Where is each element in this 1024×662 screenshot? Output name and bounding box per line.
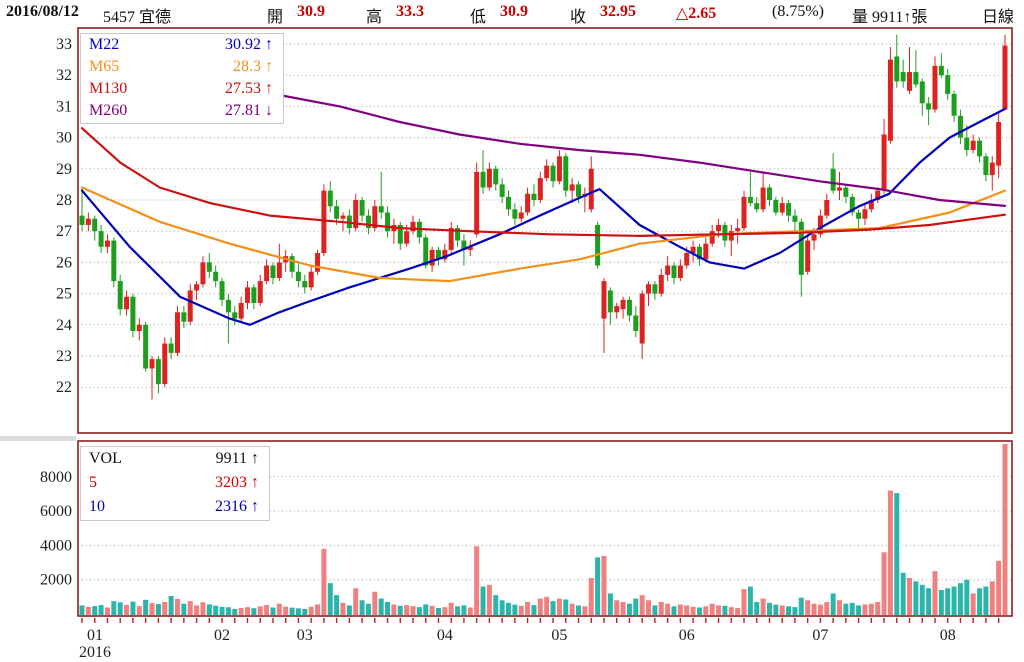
close-label: 收 — [570, 9, 587, 26]
svg-text:06: 06 — [679, 627, 695, 644]
svg-text:23: 23 — [56, 348, 72, 365]
svg-text:25: 25 — [56, 286, 72, 303]
svg-text:29: 29 — [56, 161, 72, 178]
ma65-label: M65 — [89, 58, 120, 75]
ma-line-M260 — [280, 94, 1007, 207]
ma65-value: 28.3 ↑ — [233, 58, 273, 75]
svg-text:2000: 2000 — [40, 572, 72, 589]
ma130-label: M130 — [89, 80, 128, 97]
vol-label: VOL — [89, 450, 122, 467]
low-value: 30.9 — [500, 3, 528, 20]
vol-ma10-label: 10 — [89, 498, 105, 515]
stock-id-name: 5457 宜德 — [103, 9, 172, 26]
svg-text:22: 22 — [56, 379, 72, 396]
svg-text:30: 30 — [56, 130, 72, 147]
svg-text:04: 04 — [437, 627, 453, 644]
quote-header: 2016/08/12 5457 宜德 開 30.9 高 33.3 低 30.9 … — [0, 0, 1024, 26]
year-label: 2016 — [79, 644, 111, 661]
svg-text:26: 26 — [56, 254, 72, 271]
ma-line-M130 — [80, 127, 1007, 237]
ma130-value: 27.53 ↑ — [225, 80, 273, 97]
ma260-value: 27.81 ↓ — [225, 102, 273, 119]
vol-value: 9911 ↑ — [215, 450, 259, 467]
svg-text:07: 07 — [812, 627, 828, 644]
svg-text:8000: 8000 — [40, 469, 72, 486]
ma-legend-row-m130: M130 27.53 ↑ — [81, 78, 283, 100]
vol-ma5-label: 5 — [89, 474, 97, 491]
ma-legend-row-m22: M22 30.92 ↑ — [81, 34, 283, 56]
svg-text:01: 01 — [87, 627, 103, 644]
svg-text:31: 31 — [56, 98, 72, 115]
svg-text:03: 03 — [297, 627, 313, 644]
ma260-label: M260 — [89, 102, 128, 119]
volume-axis-labels: 8000 6000 4000 2000 — [40, 469, 72, 589]
low-label: 低 — [470, 9, 487, 26]
quote-date: 2016/08/12 — [6, 3, 79, 20]
svg-text:28: 28 — [56, 192, 72, 209]
ma-legend-row-m260: M260 27.81 ↓ — [81, 100, 283, 122]
change-percent: (8.75%) — [772, 3, 824, 20]
price-pane-border — [77, 27, 1013, 434]
volume-bars — [79, 444, 1008, 615]
volume-readout: 量 9911↑張 — [852, 9, 928, 26]
svg-text:33: 33 — [56, 36, 72, 53]
vol-legend-row-ma5: 5 3203 ↑ — [81, 471, 269, 495]
vol-legend-row-ma10: 10 2316 ↑ — [81, 495, 269, 519]
volume-legend-box: VOL 9911 ↑ 5 3203 ↑ 10 2316 ↑ — [80, 446, 270, 521]
price-axis-labels: 33 32 31 30 29 28 27 26 25 24 23 22 — [56, 36, 72, 396]
open-label: 開 — [267, 9, 284, 26]
svg-text:02: 02 — [214, 627, 230, 644]
volume-pane-border — [77, 440, 1013, 617]
svg-text:4000: 4000 — [40, 537, 72, 554]
svg-text:05: 05 — [551, 627, 567, 644]
ma22-label: M22 — [89, 36, 120, 53]
period-mode-label[interactable]: 日線 — [982, 9, 1015, 26]
ma-legend-box: M22 30.92 ↑ M65 28.3 ↑ M130 27.53 ↑ M260… — [80, 33, 284, 124]
svg-text:32: 32 — [56, 67, 72, 84]
ma-legend-row-m65: M65 28.3 ↑ — [81, 56, 283, 78]
ma-line-M22 — [80, 107, 1007, 326]
high-label: 高 — [366, 9, 383, 26]
ma-line-M65 — [80, 186, 1007, 283]
svg-text:27: 27 — [56, 223, 72, 240]
close-value: 32.95 — [600, 3, 636, 20]
change-value: △2.65 — [676, 5, 717, 22]
vol-ma10-value: 2316 ↑ — [215, 498, 259, 515]
svg-text:24: 24 — [56, 317, 72, 334]
svg-text:08: 08 — [940, 627, 956, 644]
svg-text:6000: 6000 — [40, 503, 72, 520]
open-value: 30.9 — [297, 3, 325, 20]
vol-ma5-value: 3203 ↑ — [215, 474, 259, 491]
vol-legend-row-vol: VOL 9911 ↑ — [81, 447, 269, 471]
date-tick-marks — [81, 618, 1000, 623]
high-value: 33.3 — [396, 3, 424, 20]
month-axis-labels: 01 02 03 04 05 06 07 08 2016 — [79, 627, 956, 661]
ma22-value: 30.92 ↑ — [225, 36, 273, 53]
